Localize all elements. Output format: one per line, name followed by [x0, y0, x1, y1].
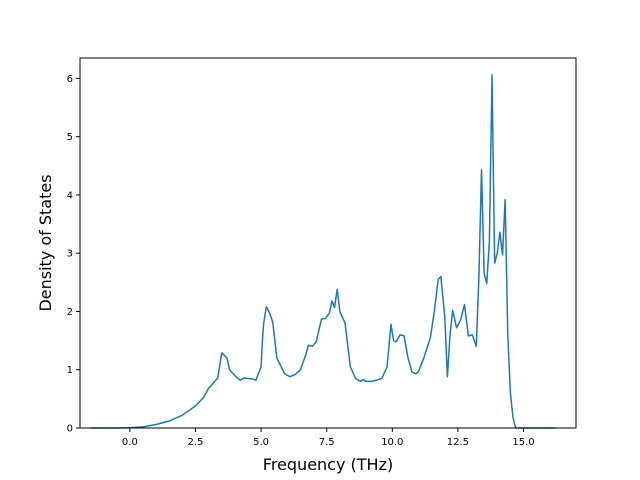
x-axis-label: Frequency (THz)	[263, 455, 393, 474]
x-tick-label: 5.0	[253, 437, 269, 448]
y-axis-label: Density of States	[36, 174, 55, 311]
x-tick-label: 12.5	[447, 437, 469, 448]
plot-frame	[79, 57, 577, 429]
y-tick-label: 2	[67, 307, 73, 318]
x-tick-label: 0.0	[122, 437, 138, 448]
y-tick-label: 3	[67, 249, 73, 260]
x-tick-label: 2.5	[188, 437, 204, 448]
y-tick-label: 0	[67, 424, 73, 435]
tick-layer: 0.0 2.5 5.0 7.5 10.0 12.5 15.0 0 1 2 3 4 5 6	[67, 74, 535, 448]
y-tick-label: 6	[67, 74, 73, 85]
y-tick-label: 5	[67, 132, 73, 143]
x-tick-label: 15.0	[512, 437, 534, 448]
y-tick-label: 4	[67, 190, 73, 201]
series-layer	[90, 74, 556, 429]
dos-series-line-0	[90, 74, 556, 429]
y-tick-label: 1	[67, 365, 73, 376]
x-tick-label: 10.0	[381, 437, 403, 448]
x-tick-label: 7.5	[319, 437, 335, 448]
